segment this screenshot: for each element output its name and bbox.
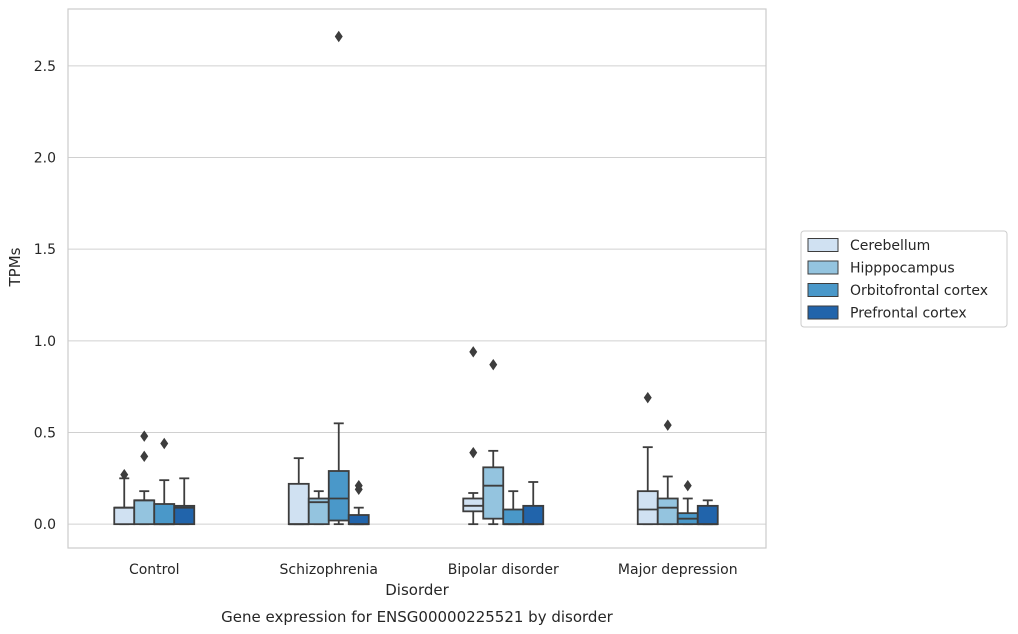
- box-group: [502, 490, 525, 526]
- box: [327, 470, 350, 522]
- box-group: [113, 468, 136, 526]
- box: [482, 466, 505, 520]
- box: [502, 508, 525, 526]
- outlier-point: [334, 30, 343, 43]
- outlier-point: [469, 446, 478, 459]
- box-group: [462, 346, 485, 526]
- box-group: [482, 358, 505, 526]
- plot-area-frame: [67, 8, 767, 549]
- box: [522, 504, 545, 526]
- outlier-point: [643, 391, 652, 404]
- box: [462, 497, 485, 513]
- box: [347, 514, 370, 526]
- outlier-point: [683, 479, 692, 492]
- x-axis-label: Disorder: [385, 581, 449, 599]
- box-group: [153, 437, 176, 526]
- legend: Cerebellum Hipppocampus Orbitofrontal cort…: [800, 230, 1008, 328]
- legend-label: Cerebellum: [850, 238, 930, 254]
- outlier-point: [489, 358, 498, 371]
- box-group: [133, 430, 156, 526]
- box-group: [347, 479, 370, 526]
- outlier-point: [140, 430, 149, 442]
- legend-label: Hipppocampus: [850, 261, 955, 277]
- box-group: [676, 479, 699, 526]
- outlier-point: [663, 419, 672, 431]
- outlier-point: [469, 346, 478, 358]
- box: [656, 497, 679, 526]
- box: [287, 482, 310, 526]
- y-tick-label: 2.0: [34, 151, 56, 167]
- boxes: [113, 30, 719, 526]
- legend-swatch: [807, 260, 839, 275]
- outlier-point: [160, 437, 169, 450]
- grid-lines: [68, 65, 766, 525]
- x-tick-label: Schizophrenia: [280, 562, 378, 578]
- outlier-point: [120, 468, 129, 481]
- box-group: [636, 391, 659, 526]
- legend-swatch: [807, 238, 839, 252]
- legend-swatch: [807, 283, 839, 297]
- legend-label: Prefrontal cortex: [850, 306, 967, 322]
- y-axis-label: TPMs: [6, 247, 24, 287]
- box: [636, 490, 659, 526]
- box-group: [287, 457, 310, 526]
- y-tick-label: 0.0: [34, 517, 56, 533]
- y-tick-label: 1.0: [34, 334, 56, 350]
- x-tick-label: Bipolar disorder: [448, 562, 559, 578]
- x-tick-label: Major depression: [618, 562, 738, 578]
- box-group: [173, 477, 196, 526]
- box: [153, 503, 176, 526]
- box-group: [307, 490, 330, 526]
- y-axis-ticks: 0.0 0.5 1.0 1.5 2.0 2.5: [34, 59, 56, 533]
- box-group: [656, 419, 679, 526]
- legend-swatch: [807, 305, 839, 320]
- outlier-point: [354, 479, 363, 492]
- box-group: [522, 481, 545, 526]
- box: [113, 506, 136, 526]
- x-axis-ticks: Control Schizophrenia Bipolar disorder Majo…: [129, 562, 738, 578]
- legend-frame: [800, 230, 1008, 328]
- box-group: [696, 499, 719, 526]
- y-tick-label: 0.5: [34, 426, 56, 442]
- box: [696, 504, 719, 526]
- x-tick-label: Control: [129, 562, 180, 578]
- y-tick-label: 1.5: [34, 242, 56, 258]
- box: [173, 504, 196, 526]
- y-tick-label: 2.5: [34, 59, 56, 75]
- outlier-point: [140, 450, 149, 463]
- chart-caption: Gene expression for ENSG00000225521 by d…: [221, 608, 614, 626]
- box-group: [327, 30, 350, 526]
- box: [133, 499, 156, 526]
- legend-label: Orbitofrontal cortex: [850, 283, 988, 299]
